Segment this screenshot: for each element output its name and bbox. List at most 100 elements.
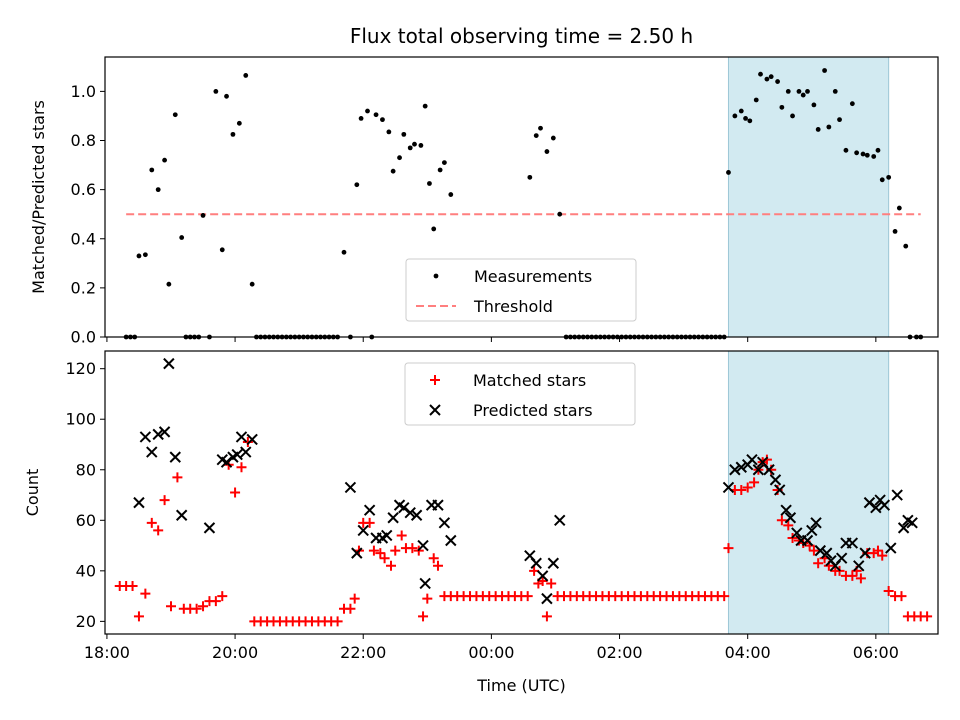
measurement-point [747, 118, 753, 124]
matched-point [922, 611, 933, 622]
matched-point [159, 495, 170, 506]
predicted-point [351, 547, 363, 559]
y-axis-label: Matched/Predicted stars [29, 100, 48, 294]
matched-point [349, 593, 360, 604]
legend-label: Predicted stars [473, 401, 593, 420]
predicted-point [769, 474, 782, 486]
predicted-point [175, 509, 188, 521]
matched-point [883, 586, 894, 597]
matched-point [368, 545, 379, 556]
predicted-point [169, 451, 181, 463]
measurement-point [200, 213, 206, 218]
predicted-point [158, 426, 171, 438]
matched-point [541, 611, 552, 622]
x-tick-label: 02:00 [596, 643, 642, 662]
predicted-point [835, 552, 848, 564]
predicted-point [746, 453, 758, 466]
predicted-point [814, 544, 827, 557]
matched-point [153, 525, 164, 536]
measurement-point [860, 151, 866, 157]
observing-window-span [727, 350, 890, 635]
measurement-point [764, 76, 770, 82]
y-tick-label: 20 [76, 612, 96, 631]
predicted-point [846, 537, 859, 549]
predicted-point [530, 557, 542, 569]
y-tick-label: 40 [76, 561, 96, 580]
predicted-point [722, 481, 735, 494]
measurement-point [864, 152, 870, 158]
measurement-point [236, 120, 242, 126]
matched-point [546, 578, 557, 589]
ratio-plot: 0.0 0.2 0.4 0.6 0.8 1.0 Matched/Predicted star… [29, 56, 939, 347]
measurement-point [854, 150, 860, 156]
matched-point [396, 530, 407, 541]
matched-point [379, 553, 390, 564]
legend-label: Threshold [473, 297, 553, 316]
legend-marker-measurements [433, 273, 439, 279]
matched-point [385, 560, 396, 571]
predicted-point [810, 517, 822, 529]
y-tick-label: 0.0 [71, 328, 96, 347]
matched-point [847, 570, 858, 581]
measurement-point [815, 127, 821, 132]
predicted-point [821, 547, 833, 559]
matched-point [165, 601, 176, 612]
matched-point [723, 543, 734, 554]
y-tick-label: 0.4 [71, 229, 96, 248]
matched-point [761, 454, 772, 465]
matched-point [375, 548, 386, 559]
markers-1 [114, 357, 933, 627]
axes-frame [104, 350, 939, 635]
predicted-point [541, 592, 553, 605]
predicted-point [878, 499, 891, 511]
measurement-point [155, 187, 161, 193]
measurement-point [892, 228, 898, 234]
predicted-point [445, 534, 457, 547]
matched-point [808, 545, 819, 556]
matched-point [210, 596, 221, 607]
matched-point [242, 436, 253, 447]
measurement-point [903, 243, 909, 249]
matched-point [390, 545, 401, 556]
measurement-point [213, 88, 219, 94]
measurement-point [386, 129, 392, 135]
measurement-point [800, 92, 806, 98]
legend-label: Measurements [474, 267, 592, 286]
measurement-point [431, 226, 437, 232]
measurement-point [871, 154, 877, 159]
measurement-point [832, 88, 838, 94]
observing-window-span [727, 56, 890, 338]
measurement-point [249, 281, 255, 287]
x-tick-label: 06:00 [853, 643, 899, 662]
x-tick-label: 00:00 [468, 643, 514, 662]
predicted-point [735, 461, 747, 473]
measurement-point [758, 71, 763, 77]
matched-point [432, 560, 443, 571]
measurement-point [401, 131, 407, 137]
measurement-point [796, 88, 802, 94]
matched-point [198, 601, 209, 612]
measurement-point [166, 281, 172, 287]
measurement-point [390, 168, 396, 174]
measurement-point [738, 108, 744, 114]
predicted-point [752, 464, 765, 476]
matched-point [146, 517, 157, 528]
predicted-point [870, 501, 882, 514]
y-tick-label: 120 [65, 359, 96, 378]
predicted-point [417, 539, 429, 552]
measurement-point [822, 68, 827, 73]
measurement-point [544, 149, 550, 154]
legend: Matched stars Predicted stars [404, 362, 636, 426]
measurement-point [811, 102, 817, 108]
matched-point [418, 611, 429, 622]
predicted-point [387, 512, 399, 524]
measurement-point [732, 113, 738, 119]
x-tick-label: 04:00 [725, 643, 771, 662]
y-tick-label: 1.0 [71, 82, 96, 101]
count-plot: 20 40 60 80 100 120 18:00 20:00 22:00 00:00 02:00 0… [23, 350, 939, 662]
measurement-point [427, 181, 432, 186]
matched-point [422, 593, 433, 604]
measurement-point [224, 93, 229, 99]
measurement-point [136, 253, 142, 259]
measurement-point [437, 167, 443, 173]
